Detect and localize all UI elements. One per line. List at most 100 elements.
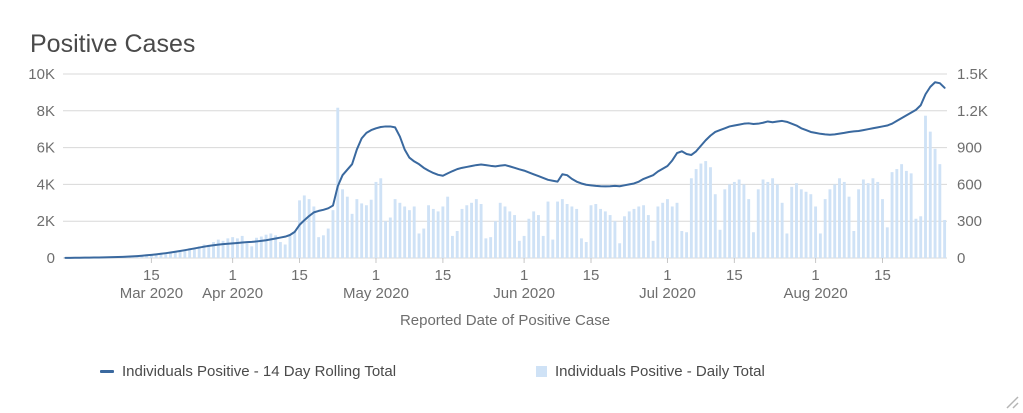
daily-total-bar[interactable] bbox=[651, 240, 655, 258]
daily-total-bar[interactable] bbox=[613, 221, 617, 258]
daily-total-bar[interactable] bbox=[857, 189, 861, 258]
daily-total-bar[interactable] bbox=[465, 205, 469, 258]
daily-total-bars[interactable] bbox=[78, 107, 947, 259]
daily-total-bar[interactable] bbox=[494, 221, 497, 258]
daily-total-bar[interactable] bbox=[728, 184, 732, 258]
daily-total-bar[interactable] bbox=[188, 248, 192, 258]
daily-total-bar[interactable] bbox=[427, 205, 430, 258]
daily-total-bar[interactable] bbox=[159, 253, 163, 258]
daily-total-bar[interactable] bbox=[756, 189, 760, 258]
daily-total-bar[interactable] bbox=[384, 221, 387, 258]
daily-total-bar[interactable] bbox=[479, 204, 483, 258]
daily-total-bar[interactable] bbox=[422, 228, 426, 258]
daily-total-bar[interactable] bbox=[336, 107, 340, 258]
daily-total-bar[interactable] bbox=[799, 189, 803, 258]
daily-total-bar[interactable] bbox=[775, 184, 779, 258]
daily-total-bar[interactable] bbox=[541, 235, 545, 258]
daily-total-bar[interactable] bbox=[847, 196, 851, 258]
daily-total-bar[interactable] bbox=[771, 178, 775, 258]
daily-total-bar[interactable] bbox=[737, 179, 741, 258]
daily-total-bar[interactable] bbox=[355, 199, 359, 258]
daily-total-bar[interactable] bbox=[527, 218, 531, 258]
daily-total-bar[interactable] bbox=[780, 202, 784, 258]
daily-total-bar[interactable] bbox=[833, 184, 837, 258]
daily-total-bar[interactable] bbox=[828, 189, 832, 258]
daily-total-bar[interactable] bbox=[255, 237, 258, 258]
daily-total-bar[interactable] bbox=[169, 252, 172, 258]
daily-total-bar[interactable] bbox=[207, 245, 211, 258]
daily-total-bar[interactable] bbox=[680, 231, 684, 258]
daily-total-bar[interactable] bbox=[732, 181, 736, 258]
daily-total-bar[interactable] bbox=[618, 243, 622, 258]
daily-total-bar[interactable] bbox=[192, 248, 196, 258]
daily-total-bar[interactable] bbox=[522, 235, 526, 258]
daily-total-bar[interactable] bbox=[924, 115, 927, 259]
daily-total-bar[interactable] bbox=[646, 215, 650, 258]
daily-total-bar[interactable] bbox=[484, 238, 488, 258]
daily-total-bar[interactable] bbox=[436, 211, 440, 258]
daily-total-bar[interactable] bbox=[312, 206, 316, 258]
daily-total-bar[interactable] bbox=[403, 206, 407, 258]
daily-total-bar[interactable] bbox=[694, 169, 698, 258]
daily-total-bar[interactable] bbox=[943, 219, 947, 258]
daily-total-bar[interactable] bbox=[928, 131, 932, 258]
daily-total-bar[interactable] bbox=[599, 208, 602, 258]
rolling-total-line[interactable] bbox=[64, 81, 946, 259]
daily-total-bar[interactable] bbox=[154, 254, 158, 258]
daily-total-bar[interactable] bbox=[173, 251, 177, 258]
daily-total-bar[interactable] bbox=[627, 211, 631, 258]
daily-total-bar[interactable] bbox=[212, 242, 215, 258]
daily-total-bar[interactable] bbox=[919, 216, 923, 258]
daily-total-bar[interactable] bbox=[766, 181, 770, 258]
daily-total-bar[interactable] bbox=[298, 200, 301, 258]
daily-total-bar[interactable] bbox=[379, 178, 383, 258]
daily-total-bar[interactable] bbox=[785, 233, 789, 258]
daily-total-bar[interactable] bbox=[790, 186, 794, 258]
daily-total-bar[interactable] bbox=[360, 203, 364, 258]
daily-total-bar[interactable] bbox=[594, 204, 598, 258]
legend-item-rolling-total[interactable]: Individuals Positive - 14 Day Rolling To… bbox=[100, 360, 396, 382]
daily-total-bar[interactable] bbox=[589, 205, 593, 258]
daily-total-bar[interactable] bbox=[666, 199, 669, 258]
daily-total-bar[interactable] bbox=[670, 206, 674, 258]
daily-total-bar[interactable] bbox=[881, 199, 884, 258]
daily-total-bar[interactable] bbox=[140, 255, 144, 258]
daily-total-bar[interactable] bbox=[885, 227, 889, 258]
daily-total-bar[interactable] bbox=[374, 181, 378, 258]
daily-total-bar[interactable] bbox=[575, 208, 579, 258]
daily-total-bar[interactable] bbox=[408, 210, 411, 258]
daily-total-bar[interactable] bbox=[302, 195, 306, 258]
daily-total-bar[interactable] bbox=[709, 167, 712, 258]
daily-total-bar[interactable] bbox=[341, 189, 344, 258]
daily-total-bar[interactable] bbox=[398, 202, 402, 258]
daily-total-bar[interactable] bbox=[623, 216, 626, 258]
daily-total-bar[interactable] bbox=[326, 228, 330, 258]
daily-total-bar[interactable] bbox=[809, 194, 813, 258]
daily-total-bar[interactable] bbox=[331, 210, 335, 258]
daily-total-bar[interactable] bbox=[235, 238, 239, 258]
daily-total-bar[interactable] bbox=[513, 215, 516, 258]
daily-total-bar[interactable] bbox=[689, 178, 693, 258]
daily-total-bar[interactable] bbox=[532, 211, 536, 258]
daily-total-bar[interactable] bbox=[723, 189, 727, 258]
daily-total-bar[interactable] bbox=[269, 233, 273, 258]
daily-total-bar[interactable] bbox=[661, 202, 665, 258]
daily-total-bar[interactable] bbox=[412, 206, 416, 258]
daily-total-bar[interactable] bbox=[914, 218, 918, 258]
daily-total-bar[interactable] bbox=[570, 206, 574, 258]
daily-total-bar[interactable] bbox=[699, 163, 703, 258]
daily-total-bar[interactable] bbox=[642, 205, 646, 258]
daily-total-bar[interactable] bbox=[470, 202, 473, 258]
daily-total-bar[interactable] bbox=[321, 235, 325, 258]
daily-total-bar[interactable] bbox=[455, 231, 459, 258]
daily-total-bar[interactable] bbox=[713, 194, 717, 258]
daily-total-bar[interactable] bbox=[938, 164, 942, 258]
daily-total-bar[interactable] bbox=[565, 204, 569, 258]
daily-total-bar[interactable] bbox=[460, 208, 464, 258]
daily-total-bar[interactable] bbox=[446, 196, 450, 258]
daily-total-bar[interactable] bbox=[216, 239, 220, 258]
daily-total-bar[interactable] bbox=[489, 237, 493, 258]
daily-total-bar[interactable] bbox=[560, 199, 564, 258]
daily-total-bar[interactable] bbox=[388, 217, 392, 258]
daily-total-bar[interactable] bbox=[231, 237, 235, 258]
